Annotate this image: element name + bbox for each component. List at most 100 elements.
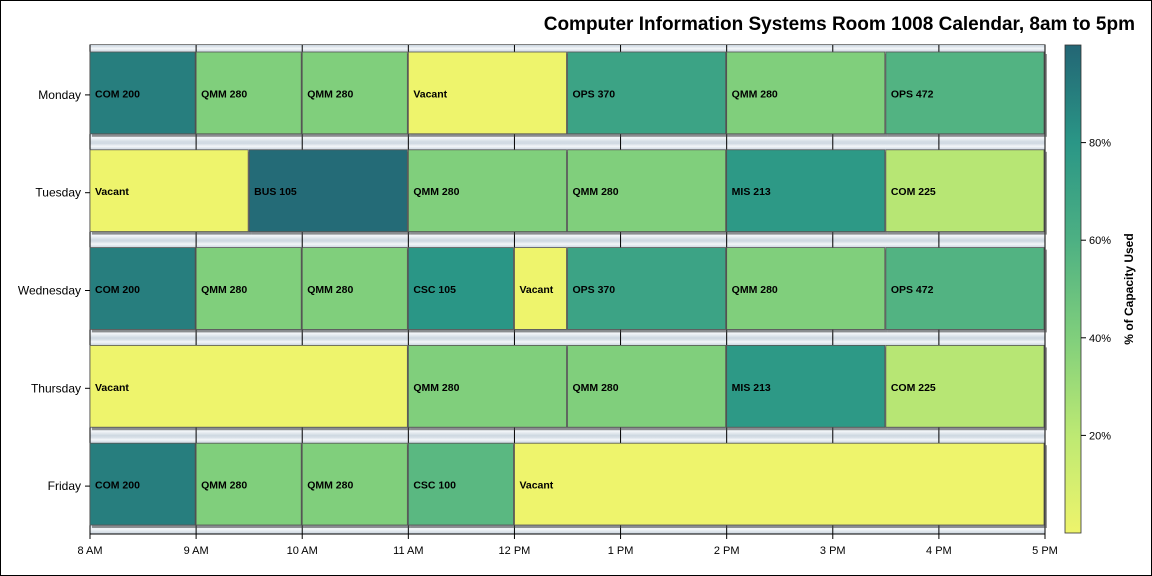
- schedule-block: COM 225: [885, 149, 1047, 235]
- block-bar: [301, 247, 408, 330]
- block-label: QMM 280: [307, 88, 353, 100]
- y-axis: Monday Tuesday Wednesday Thursday Friday: [18, 88, 90, 493]
- block-label: QMM 280: [201, 284, 247, 296]
- block-label: COM 200: [95, 88, 140, 100]
- block-bar: [301, 442, 408, 526]
- block-label: QMM 280: [201, 88, 247, 100]
- chart-title: Computer Information Systems Room 1008 C…: [543, 14, 1135, 35]
- block-label: Vacant: [519, 284, 553, 296]
- block-bar: [89, 344, 408, 428]
- block-label: OPS 370: [573, 88, 616, 100]
- schedule-block: COM 200: [89, 442, 199, 528]
- block-bar: [89, 442, 196, 526]
- x-tick-label: 2 PM: [714, 545, 740, 557]
- block-label: Vacant: [95, 186, 129, 198]
- block-bar: [726, 51, 886, 135]
- block-label: QMM 280: [732, 88, 778, 100]
- schedule-block: OPS 472: [885, 247, 1047, 333]
- schedule-block: MIS 213: [726, 344, 888, 431]
- schedule-block: Vacant: [89, 344, 411, 431]
- row-band-top: [90, 142, 1045, 150]
- x-tick-label: 11 AM: [393, 545, 423, 557]
- schedule-block: OPS 370: [567, 51, 729, 137]
- block-label: OPS 472: [891, 284, 934, 296]
- block-label: MIS 213: [732, 382, 771, 394]
- schedule-block: QMM 280: [195, 442, 305, 528]
- schedule-block: Vacant: [514, 247, 570, 333]
- schedule-block: Vacant: [89, 149, 252, 235]
- block-label: QMM 280: [413, 186, 459, 198]
- block-label: OPS 370: [573, 284, 616, 296]
- schedule-block: QMM 280: [195, 247, 305, 333]
- block-label: Vacant: [95, 382, 129, 394]
- row-band-bottom: [90, 524, 1045, 534]
- schedule-block: COM 200: [89, 247, 199, 333]
- block-bar: [567, 149, 727, 233]
- schedule-block: MIS 213: [726, 149, 888, 235]
- block-bar: [726, 247, 886, 330]
- block-label: Vacant: [413, 88, 447, 100]
- block-bar: [514, 442, 1045, 526]
- x-tick-label: 10 AM: [287, 545, 318, 557]
- colorbar-tick-label: 40%: [1089, 333, 1111, 345]
- block-bar: [885, 344, 1045, 428]
- block-label: QMM 280: [413, 382, 459, 394]
- colorbar-tick-label: 60%: [1089, 235, 1111, 247]
- block-bar: [301, 51, 408, 135]
- schedule-block: OPS 472: [885, 51, 1047, 137]
- y-tick-label: Friday: [48, 479, 81, 493]
- y-tick-label: Wednesday: [18, 284, 81, 298]
- schedule-block: QMM 280: [726, 51, 888, 137]
- row-band-bottom: [90, 328, 1045, 339]
- block-bar: [89, 149, 249, 233]
- x-tick-label: 9 AM: [184, 545, 209, 557]
- row-band-top: [90, 240, 1045, 248]
- block-label: QMM 280: [732, 284, 778, 296]
- block-label: COM 200: [95, 480, 140, 492]
- schedule-block: COM 200: [89, 51, 199, 137]
- block-label: MIS 213: [732, 186, 771, 198]
- schedule-block: QMM 280: [301, 442, 411, 528]
- block-bar: [407, 344, 567, 428]
- block-bar: [248, 149, 408, 233]
- x-tick-label: 8 AM: [77, 545, 102, 557]
- row-band-top: [90, 338, 1045, 346]
- block-label: Vacant: [519, 480, 553, 492]
- colorbar: 20% 40% 60% 80% % of Capacity Used: [1064, 44, 1136, 534]
- schedule-block: BUS 105: [248, 149, 411, 235]
- block-bar: [726, 149, 886, 233]
- schedule-block: QMM 280: [726, 247, 888, 333]
- block-bar: [195, 442, 302, 526]
- schedule-block: QMM 280: [301, 247, 411, 333]
- block-bar: [567, 344, 727, 428]
- x-tick-label: 3 PM: [820, 545, 846, 557]
- row-band-bottom: [90, 230, 1045, 241]
- block-label: QMM 280: [201, 480, 247, 492]
- block-label: COM 225: [891, 186, 936, 198]
- block-label: CSC 105: [413, 284, 456, 296]
- block-label: QMM 280: [307, 284, 353, 296]
- block-label: CSC 100: [413, 480, 456, 492]
- schedule-block: QMM 280: [195, 51, 305, 137]
- block-bar: [407, 51, 567, 135]
- block-label: COM 225: [891, 382, 936, 394]
- x-tick-label: 1 PM: [608, 545, 634, 557]
- schedule-block: OPS 370: [567, 247, 729, 333]
- schedule-block: CSC 105: [407, 247, 517, 333]
- row-band-bottom: [90, 426, 1045, 437]
- colorbar-ramp: [1064, 44, 1082, 534]
- colorbar-label: % of Capacity Used: [1122, 233, 1136, 344]
- row-band-top: [90, 436, 1045, 444]
- bars-layer: COM 200 QMM 280 QMM 280 Vacant OPS 370 QMM 28…: [89, 51, 1047, 528]
- row-band-bottom: [90, 132, 1045, 143]
- schedule-block: QMM 280: [567, 149, 729, 235]
- schedule-block: CSC 100: [407, 442, 517, 528]
- block-bar: [89, 51, 196, 135]
- block-bar: [885, 247, 1045, 330]
- schedule-block: QMM 280: [407, 149, 570, 235]
- schedule-block: QMM 280: [567, 344, 729, 431]
- x-tick-label: 12 PM: [499, 545, 531, 557]
- block-label: QMM 280: [573, 186, 619, 198]
- block-label: QMM 280: [573, 382, 619, 394]
